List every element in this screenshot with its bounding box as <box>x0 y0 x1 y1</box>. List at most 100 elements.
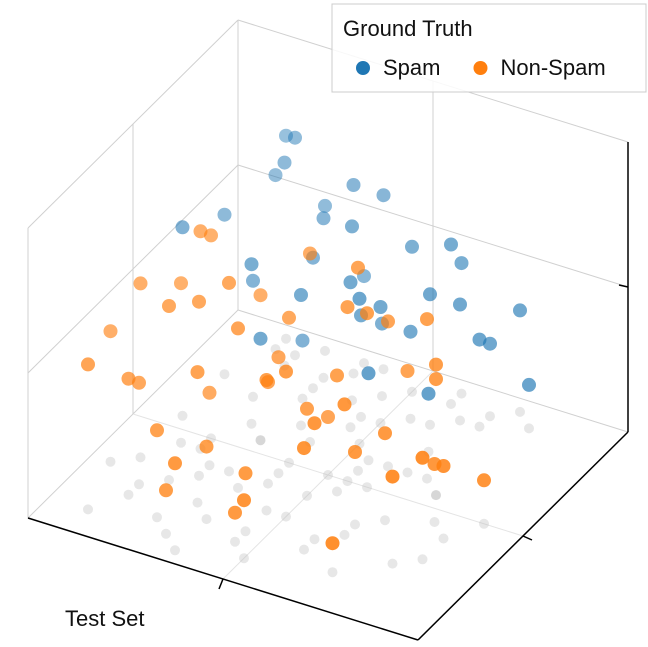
shadows <box>83 333 534 578</box>
shadow <box>431 490 441 501</box>
point <box>330 368 344 383</box>
point <box>522 377 536 392</box>
shadow <box>380 515 390 526</box>
shadow <box>405 413 416 424</box>
shadow <box>332 486 342 497</box>
legend-label: Non-Spam <box>500 55 605 80</box>
shadow <box>345 422 356 433</box>
shadow <box>204 460 215 471</box>
point <box>318 198 332 213</box>
point <box>174 276 188 291</box>
shadow <box>524 423 534 434</box>
shadow <box>375 418 386 428</box>
point <box>423 287 437 302</box>
shadow <box>485 411 495 422</box>
shadow <box>290 350 300 361</box>
point <box>103 324 118 339</box>
point <box>271 350 286 365</box>
shadow <box>342 476 353 487</box>
shadow <box>302 490 312 501</box>
point <box>429 357 443 372</box>
point <box>279 364 293 379</box>
shadow <box>297 393 308 404</box>
point <box>288 130 302 145</box>
point <box>199 439 214 454</box>
z-tick <box>618 284 629 288</box>
shadow <box>281 511 291 522</box>
point <box>193 224 208 239</box>
point <box>228 505 242 520</box>
point <box>477 473 491 488</box>
point <box>337 397 352 412</box>
point <box>453 297 467 312</box>
grid-line <box>27 164 239 374</box>
shadow <box>363 455 374 466</box>
shadow <box>192 497 203 508</box>
shadow <box>438 533 449 544</box>
point <box>340 300 355 315</box>
point <box>378 426 392 441</box>
point <box>303 246 317 261</box>
point <box>168 456 182 471</box>
x-tick <box>218 578 224 590</box>
shadow <box>248 391 258 402</box>
y-tick <box>522 535 533 541</box>
point <box>253 331 268 346</box>
point <box>279 128 293 143</box>
point <box>385 469 400 484</box>
shadow <box>134 479 144 490</box>
point <box>217 207 232 222</box>
point <box>346 178 361 192</box>
point <box>204 228 218 243</box>
shadow <box>353 465 363 476</box>
shadow <box>299 544 309 555</box>
shadow <box>296 420 306 431</box>
point <box>307 416 322 431</box>
shadow <box>219 369 230 380</box>
shadow <box>362 482 372 493</box>
point <box>436 459 451 473</box>
shadow <box>176 437 186 448</box>
shadow <box>255 435 266 446</box>
point <box>81 357 95 372</box>
point <box>400 364 415 378</box>
shadow <box>240 526 251 537</box>
point <box>348 445 362 459</box>
shadow <box>431 490 441 501</box>
shadow <box>515 406 525 417</box>
axis-label: Test Set <box>65 606 144 631</box>
shadow <box>161 528 171 539</box>
shadow <box>479 518 489 529</box>
shadow <box>308 383 318 394</box>
shadow <box>194 470 204 481</box>
point <box>361 366 376 381</box>
point <box>376 188 391 203</box>
point <box>192 294 206 309</box>
point <box>238 466 253 481</box>
shadow <box>255 435 266 446</box>
point <box>420 312 434 327</box>
point <box>282 310 296 325</box>
legend-label: Spam <box>383 55 440 80</box>
point <box>352 291 367 306</box>
point <box>403 324 418 339</box>
shadow <box>152 512 162 523</box>
shadow <box>383 461 393 472</box>
shadow <box>230 536 240 547</box>
shadow <box>123 489 134 500</box>
legend-marker <box>356 61 370 75</box>
point <box>472 332 487 347</box>
shadow <box>177 410 188 421</box>
shadow <box>446 399 456 409</box>
point <box>360 306 374 321</box>
shadow <box>83 504 93 515</box>
point <box>421 386 436 401</box>
point <box>343 275 358 290</box>
point <box>202 385 217 400</box>
point <box>294 288 308 302</box>
shadow <box>239 553 249 564</box>
shadow <box>387 558 398 569</box>
shadow <box>164 475 174 485</box>
